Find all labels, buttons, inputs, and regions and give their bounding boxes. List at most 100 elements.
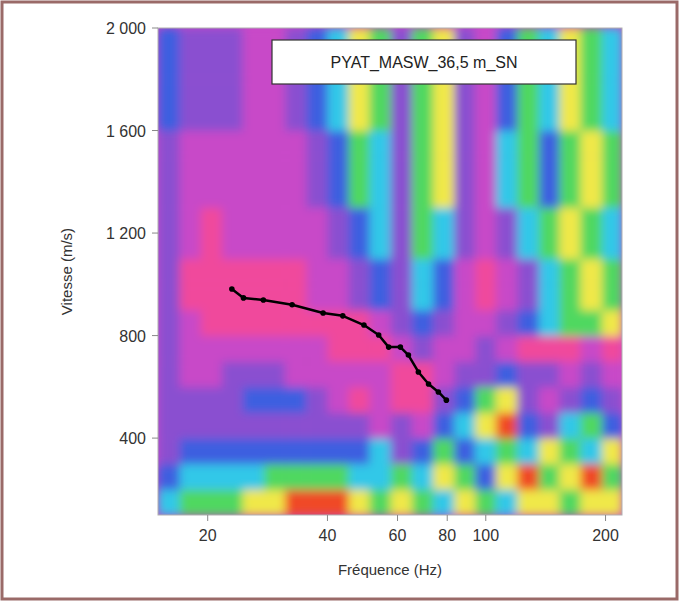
heatmap-cell <box>391 233 413 259</box>
heatmap-cell <box>327 182 349 208</box>
heatmap-cell <box>243 28 265 54</box>
heatmap-cell <box>201 105 223 131</box>
heatmap-cell <box>454 156 475 182</box>
heatmap-cell <box>412 412 434 438</box>
heatmap-cell <box>327 438 349 464</box>
heatmap-cell <box>306 105 328 131</box>
heatmap-cell <box>180 54 202 80</box>
heatmap-cell <box>327 105 349 131</box>
heatmap-cell <box>180 284 202 310</box>
heatmap-cell <box>180 156 202 182</box>
heatmap-cell <box>327 412 349 438</box>
heatmap-cell <box>243 207 265 233</box>
heatmap-cell <box>306 464 328 490</box>
curve-point <box>340 313 346 319</box>
heatmap-cell <box>285 207 307 233</box>
heatmap-cell <box>306 233 328 259</box>
heatmap-cell <box>349 464 370 490</box>
heatmap-cell <box>559 464 581 490</box>
curve-point <box>261 297 267 303</box>
heatmap-cell <box>539 182 560 208</box>
heatmap-cell <box>306 284 328 310</box>
heatmap-cell <box>433 207 455 233</box>
heatmap-cell <box>539 233 560 259</box>
heatmap-cell <box>243 310 265 336</box>
heatmap-cell <box>539 387 560 413</box>
heatmap-cell <box>369 438 391 464</box>
heatmap-cell <box>327 464 349 490</box>
heatmap-cell <box>496 361 518 387</box>
curve-point <box>406 352 412 358</box>
heatmap-cell <box>264 233 286 259</box>
heatmap-cell <box>391 259 413 285</box>
heatmap-cell <box>243 361 265 387</box>
heatmap-cell <box>349 361 370 387</box>
heatmap-cell <box>580 156 602 182</box>
heatmap-cell <box>433 336 455 362</box>
heatmap-cell <box>433 233 455 259</box>
heatmap-cell <box>201 438 223 464</box>
heatmap-cell <box>369 233 391 259</box>
heatmap-cell <box>264 336 286 362</box>
heatmap-cell <box>517 310 539 336</box>
heatmap-cell <box>285 361 307 387</box>
heatmap-cell <box>475 438 496 464</box>
heatmap-cell <box>412 284 434 310</box>
heatmap-cell <box>475 105 496 131</box>
heatmap-cell <box>391 284 413 310</box>
heatmap-cell <box>285 310 307 336</box>
y-tick-label: 400 <box>119 430 146 447</box>
heatmap-cell <box>602 28 622 54</box>
heatmap-cell <box>201 233 223 259</box>
heatmap-cell <box>306 387 328 413</box>
heatmap-cell <box>539 361 560 387</box>
heatmap-cell <box>201 54 223 80</box>
heatmap-cell <box>475 464 496 490</box>
heatmap-cell <box>327 489 349 515</box>
x-tick-label: 200 <box>592 527 619 544</box>
heatmap-cell <box>475 131 496 157</box>
heatmap-cell <box>222 156 243 182</box>
heatmap-cell <box>517 361 539 387</box>
curve-point <box>416 369 422 375</box>
heatmap-cell <box>496 105 518 131</box>
heatmap-cell <box>369 464 391 490</box>
heatmap-cell <box>517 105 539 131</box>
heatmap-cell <box>264 182 286 208</box>
heatmap-cell <box>454 489 475 515</box>
heatmap-cell <box>264 131 286 157</box>
heatmap-cell <box>580 438 602 464</box>
heatmap-cell <box>391 412 413 438</box>
heatmap-cell <box>222 207 243 233</box>
heatmap-cell <box>475 182 496 208</box>
heatmap-cell <box>349 156 370 182</box>
heatmap-cell <box>327 387 349 413</box>
heatmap-cell <box>496 284 518 310</box>
heatmap-cell <box>201 387 223 413</box>
x-tick <box>447 515 448 521</box>
heatmap-cell <box>158 79 180 105</box>
heatmap-cell <box>201 28 223 54</box>
heatmap-cell <box>580 182 602 208</box>
heatmap-cell <box>496 489 518 515</box>
heatmap-cell <box>517 233 539 259</box>
heatmap-cell <box>158 387 180 413</box>
heatmap-cell <box>433 284 455 310</box>
heatmap-cell <box>496 464 518 490</box>
heatmap-cell <box>412 131 434 157</box>
heatmap-cell <box>454 207 475 233</box>
heatmap-cell <box>180 131 202 157</box>
heatmap-cell <box>201 310 223 336</box>
heatmap-cell <box>243 412 265 438</box>
heatmap-cell <box>433 361 455 387</box>
heatmap-cell <box>391 489 413 515</box>
heatmap-cell <box>496 259 518 285</box>
heatmap-cell <box>285 412 307 438</box>
heatmap-cell <box>517 259 539 285</box>
heatmap-cell <box>243 156 265 182</box>
heatmap-cell <box>391 131 413 157</box>
heatmap-cell <box>306 131 328 157</box>
heatmap-cell <box>158 259 180 285</box>
heatmap-cell <box>201 464 223 490</box>
heatmap-cell <box>180 412 202 438</box>
